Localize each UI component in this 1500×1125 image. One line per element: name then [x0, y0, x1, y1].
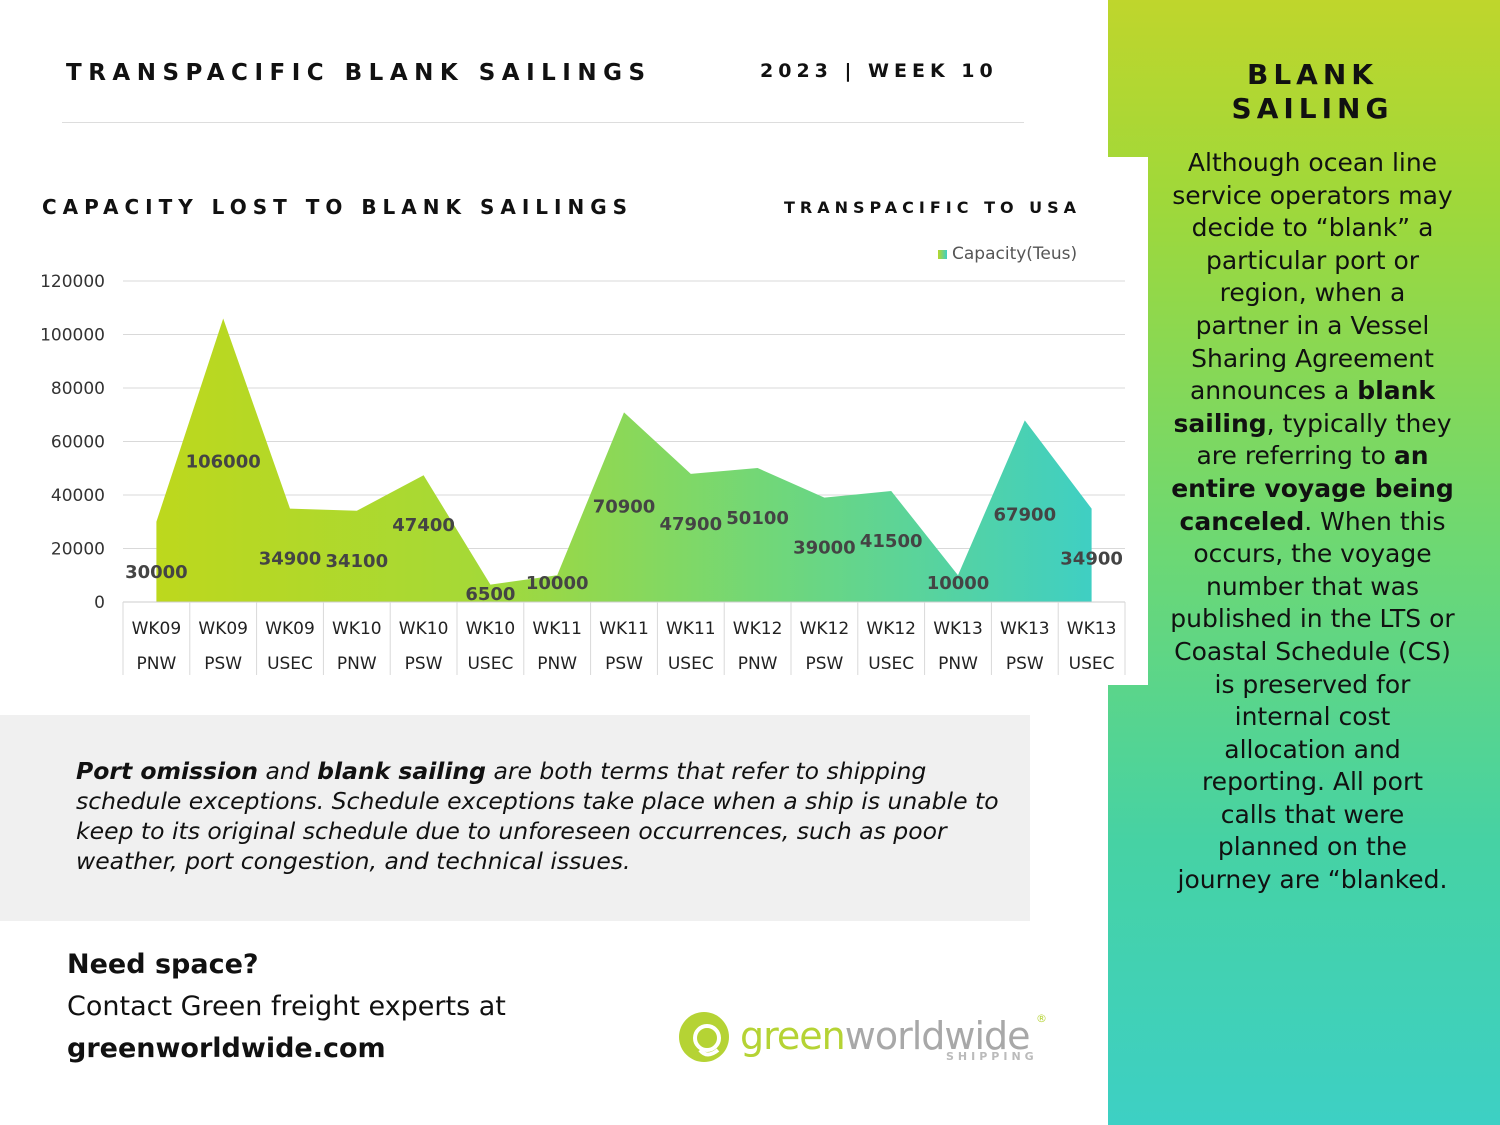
legend-label: Capacity(Teus): [952, 244, 1078, 264]
data-label: 41500: [860, 531, 923, 552]
logo-subtitle: SHIPPING: [946, 1050, 1038, 1063]
note-text-part: and: [257, 757, 318, 785]
data-label: 10000: [526, 573, 589, 594]
chart-subtitle: TRANSPACIFIC TO USA: [784, 198, 1082, 217]
sidebar-text-part: . When this occurs, the voyage number th…: [1170, 506, 1455, 895]
data-label: 39000: [793, 538, 856, 559]
chart-legend: Capacity(Teus): [938, 244, 1077, 264]
cta-line: Contact Green freight experts at: [67, 991, 506, 1022]
data-label: 47900: [659, 514, 722, 535]
logo-registered-mark: ®: [1036, 1012, 1047, 1025]
x-tick-label-region: PNW: [337, 654, 377, 674]
cta-heading: Need space?: [67, 949, 259, 980]
data-label: 34900: [1060, 549, 1123, 570]
x-tick-label-region: PSW: [805, 654, 843, 674]
x-tick-label-week: WK09: [198, 619, 248, 639]
x-tick-label-week: WK13: [1000, 619, 1050, 639]
capacity-area-series: [156, 318, 1092, 602]
x-tick-label-week: WK13: [933, 619, 983, 639]
x-tick-label-week: WK12: [800, 619, 850, 639]
legend-swatch: [938, 249, 947, 259]
sidebar-text-part: an entire voyage being canceled: [1171, 441, 1454, 536]
x-tick-label-week: WK10: [399, 619, 449, 639]
y-tick-label: 40000: [51, 486, 105, 506]
capacity-area-chart: 0 20000 40000 60000 80000 100000 120000 30000 10…: [40, 272, 1126, 675]
sidebar-text-part: blank sailing: [1173, 376, 1436, 438]
header-divider: [62, 122, 1024, 123]
x-tick-label-region: USEC: [868, 654, 914, 674]
x-tick-label-region: USEC: [1069, 654, 1115, 674]
cta-url-link[interactable]: greenworldwide.com: [67, 1033, 386, 1064]
x-tick-label-week: WK11: [532, 619, 582, 639]
data-label: 34100: [325, 551, 388, 572]
x-tick-label-region: USEC: [267, 654, 313, 674]
y-tick-label: 80000: [51, 379, 105, 399]
x-tick-label-region: PNW: [938, 654, 978, 674]
sidebar-title-line2: SAILING: [1231, 92, 1394, 125]
data-label: 10000: [927, 573, 990, 594]
company-logo: greenworldwide ® SHIPPING: [678, 1008, 1048, 1068]
data-label: 34900: [259, 549, 322, 570]
sidebar-text-part: , typically they are referring to: [1196, 408, 1452, 471]
sidebar-background: [1108, 0, 1500, 1125]
logo-wordmark: greenworldwide: [740, 1014, 1031, 1058]
x-tick-label-region: PSW: [1006, 654, 1044, 674]
sidebar-title-line1: BLANK: [1247, 58, 1378, 91]
y-tick-label: 60000: [51, 433, 105, 453]
sidebar-notch: [1108, 157, 1148, 685]
data-label: 30000: [125, 562, 188, 583]
x-tick-label-region: PNW: [738, 654, 778, 674]
sidebar-title: BLANK SAILING: [1150, 58, 1475, 126]
data-label: 47400: [392, 515, 455, 536]
globe-anchor-icon: [679, 1012, 729, 1062]
data-label: 70900: [593, 496, 656, 517]
x-tick-label-week: WK11: [666, 619, 716, 639]
sidebar-body-text: Although ocean line service operators ma…: [1170, 147, 1455, 897]
x-tick-label-region: PSW: [405, 654, 443, 674]
x-tick-label-week: WK09: [132, 619, 182, 639]
x-tick-label-region: PNW: [137, 654, 177, 674]
x-tick-label-region: PSW: [204, 654, 242, 674]
note-text-part: blank sailing: [317, 757, 486, 785]
x-tick-label-week: WK09: [265, 619, 315, 639]
y-tick-label: 20000: [51, 540, 105, 560]
x-tick-label-region: USEC: [467, 654, 513, 674]
x-tick-label-week: WK13: [1067, 619, 1117, 639]
x-tick-label-region: PNW: [537, 654, 577, 674]
x-tick-label-region: PSW: [605, 654, 643, 674]
x-tick-label-region: USEC: [668, 654, 714, 674]
data-label: 67900: [993, 504, 1056, 525]
x-tick-label-week: WK10: [466, 619, 516, 639]
note-text-part: Port omission: [76, 757, 258, 785]
note-text-part: are both terms that refer to shipping sc…: [76, 757, 999, 875]
note-text: Port omission and blank sailing are both…: [76, 756, 1016, 876]
x-tick-label-week: WK12: [866, 619, 916, 639]
logo-word-dark: worldwide: [844, 1014, 1031, 1058]
note-box: [0, 715, 1030, 921]
data-label: 106000: [186, 451, 261, 472]
y-tick-label: 0: [94, 593, 105, 613]
logo-word-green: green: [740, 1014, 846, 1058]
y-tick-label: 100000: [40, 326, 105, 346]
data-label: 50100: [726, 508, 789, 529]
page-title: TRANSPACIFIC BLANK SAILINGS: [66, 60, 652, 86]
x-tick-label-week: WK12: [733, 619, 783, 639]
x-tick-label-week: WK11: [599, 619, 649, 639]
sidebar-text-part: Although ocean line service operators ma…: [1172, 148, 1453, 406]
x-tick-label-week: WK10: [332, 619, 382, 639]
chart-title: CAPACITY LOST TO BLANK SAILINGS: [42, 195, 634, 219]
week-label: 2023 | WEEK 10: [760, 60, 998, 82]
data-label: 6500: [465, 584, 515, 605]
y-tick-label: 120000: [40, 272, 105, 292]
